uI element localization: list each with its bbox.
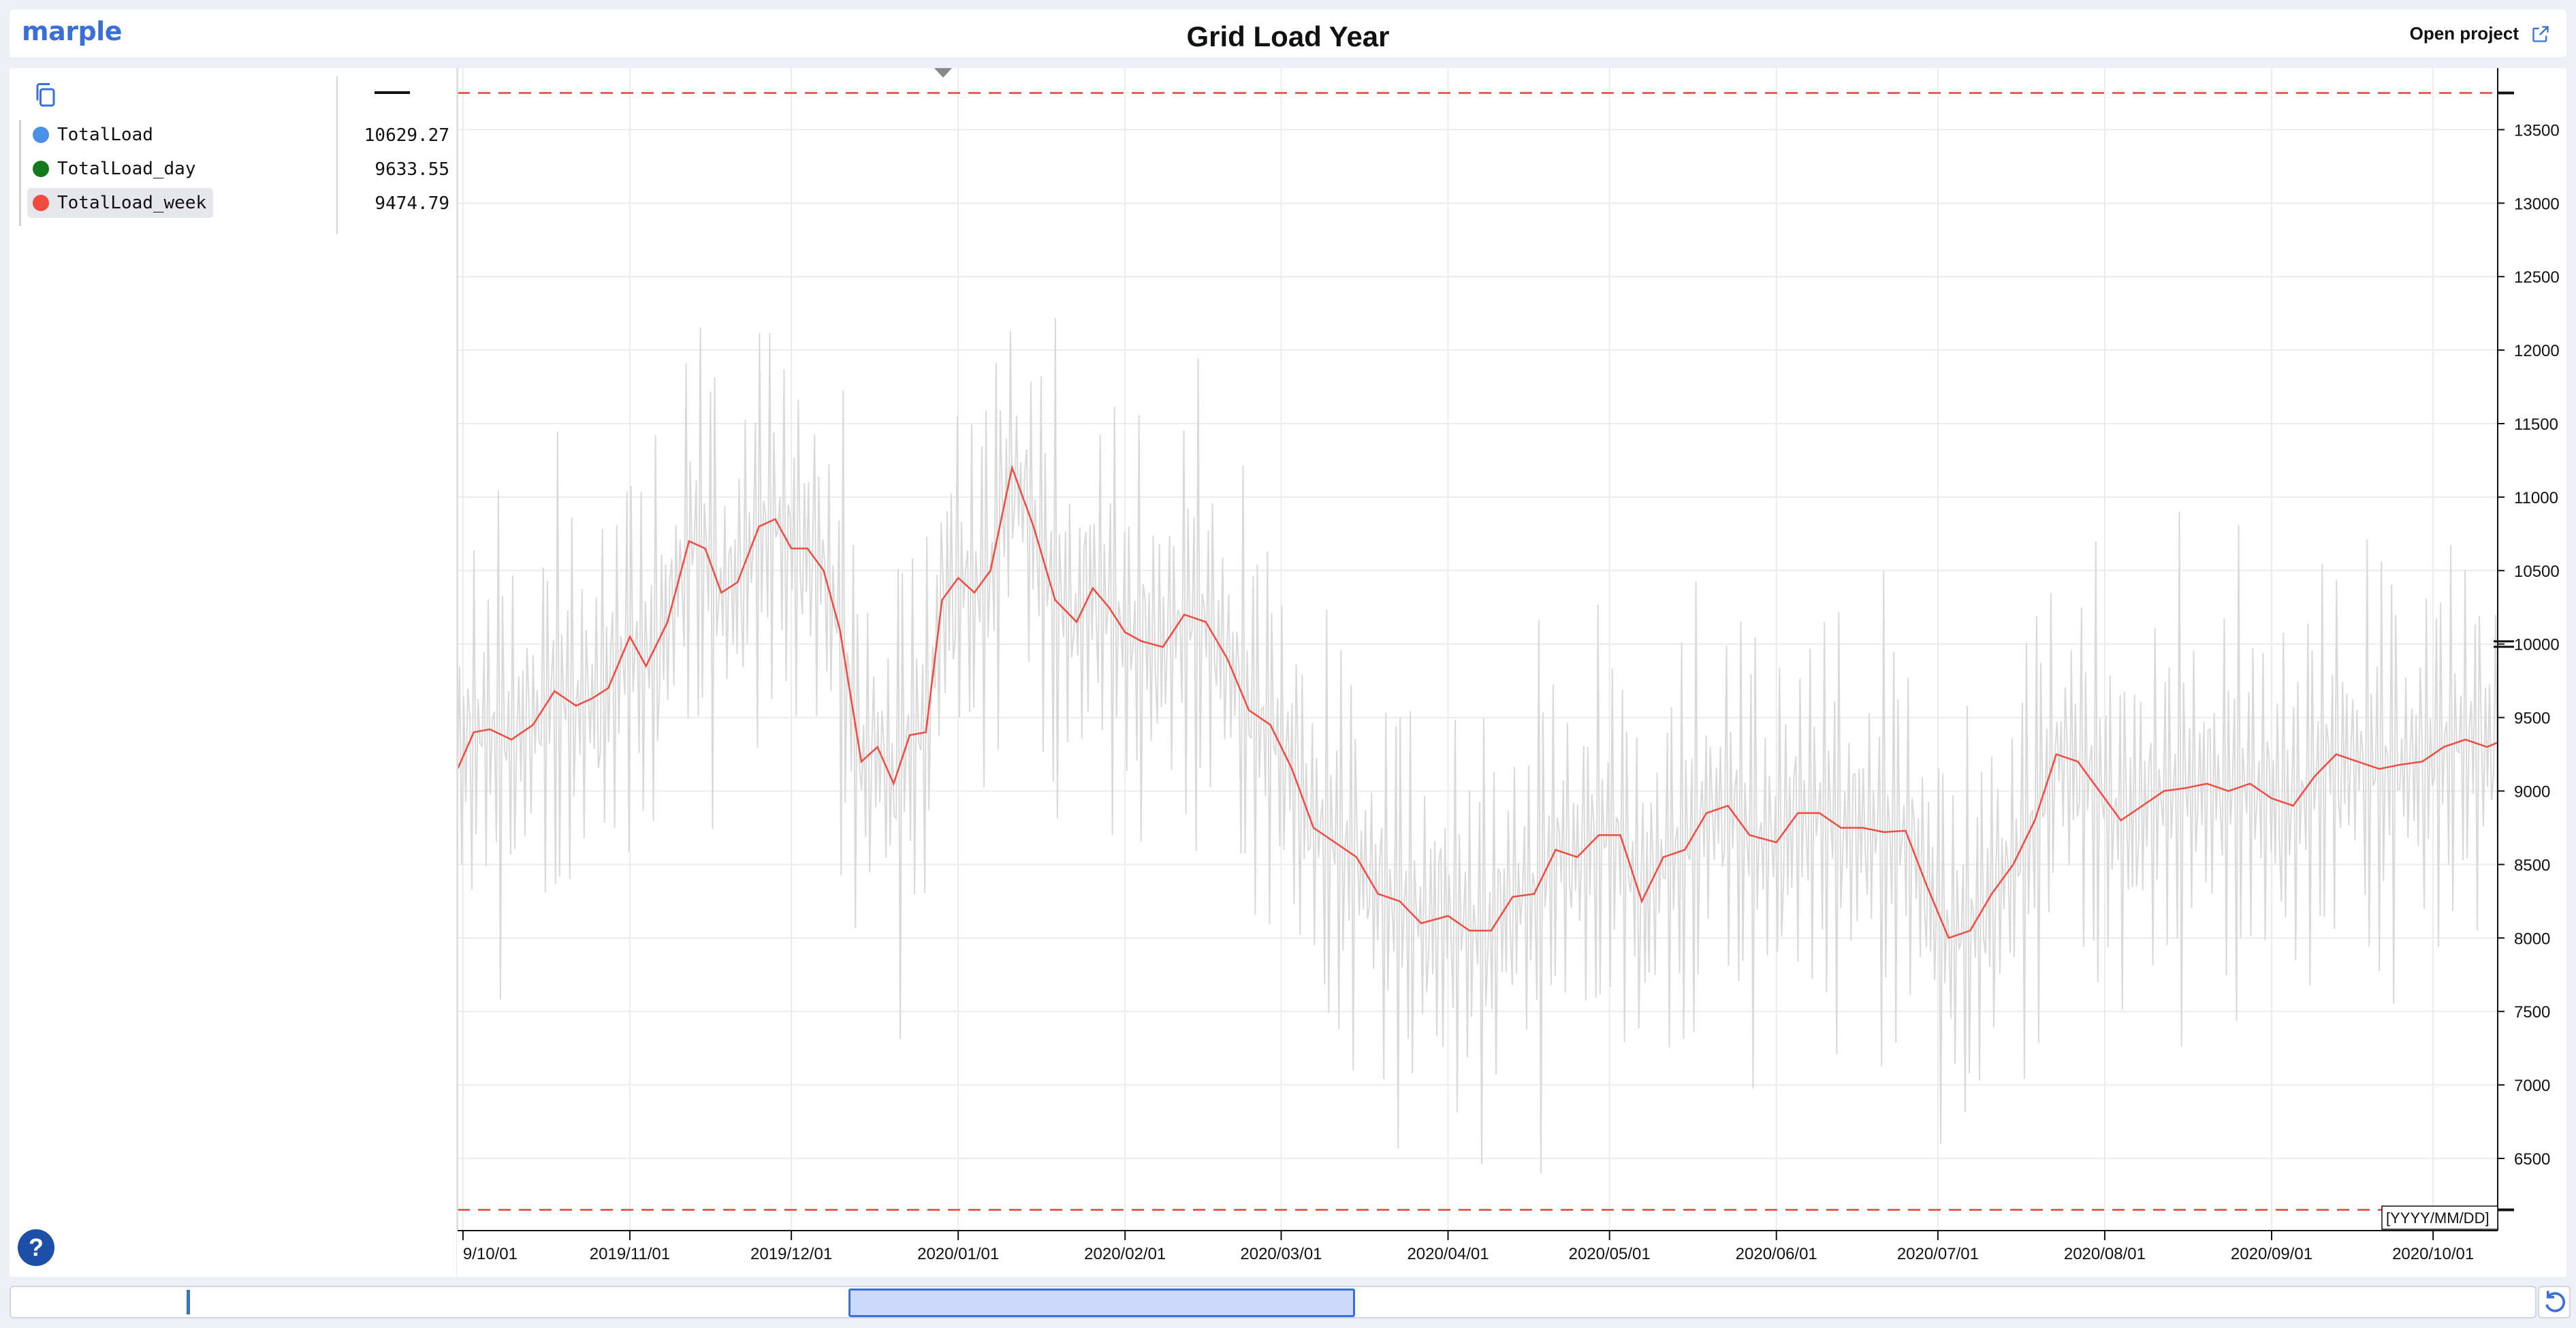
chart-area: 6500 7000 7500 8000 8500 9000 9500 10000 10500 11… [10, 68, 2566, 1277]
legend-item-pill[interactable]: TotalLoad_day [27, 154, 203, 184]
y-tick-label: 8000 [2514, 930, 2550, 948]
navigator-window[interactable] [848, 1289, 1355, 1317]
legend-item-value: 10629.27 [364, 125, 449, 146]
y-tick-label: 6500 [2514, 1150, 2550, 1169]
time-navigator[interactable] [10, 1286, 2537, 1318]
marple-logo[interactable]: marple [22, 16, 122, 46]
x-tick-label: 2020/02/01 [1084, 1245, 1166, 1263]
legend-item-totalload[interactable]: TotalLoad 10629.27 [27, 120, 460, 150]
legend-group-bar [19, 120, 21, 226]
app-header: marple Grid Load Year Open project [10, 10, 2566, 57]
series-color-dot [33, 161, 49, 177]
series-color-dot [33, 127, 49, 143]
x-tick-label: 2020/03/01 [1240, 1245, 1322, 1263]
open-project-button[interactable]: Open project [2410, 23, 2550, 44]
workspace-panel: TotalLoad 10629.27 TotalLoad_day 9633.55… [10, 68, 2566, 1277]
series-line-totalload-week[interactable] [456, 464, 2498, 939]
legend-item-pill[interactable]: TotalLoad [27, 120, 160, 150]
y-tick-label: 10500 [2514, 563, 2560, 581]
legend-item-totalload-day[interactable]: TotalLoad_day 9633.55 [27, 154, 460, 184]
y-tick-label: 7000 [2514, 1077, 2550, 1095]
y-tick-label: 12000 [2514, 342, 2560, 360]
series-line-totalload-raw [457, 317, 2498, 1173]
help-button[interactable]: ? [18, 1229, 54, 1266]
x-tick-label: 2019/12/01 [750, 1245, 832, 1263]
legend-item-label: TotalLoad_week [57, 193, 207, 213]
x-tick-label: 2020/04/01 [1407, 1245, 1489, 1263]
legend-item-value: 9633.55 [375, 159, 449, 180]
reset-icon [2545, 1291, 2565, 1312]
reset-zoom-button[interactable] [2538, 1286, 2571, 1318]
series-color-dot [33, 195, 49, 211]
external-link-icon [2532, 25, 2549, 42]
y-tick-label: 10000 [2514, 636, 2560, 654]
copy-icon[interactable] [33, 82, 58, 109]
x-tick-label: 2020/10/01 [2392, 1245, 2474, 1263]
legend-item-pill[interactable]: TotalLoad_week [27, 188, 214, 218]
open-project-label: Open project [2409, 23, 2519, 44]
x-tick-label: 2020/05/01 [1569, 1245, 1651, 1263]
y-tick-label: 9500 [2514, 710, 2550, 728]
x-tick-label: 9/10/01 [463, 1245, 518, 1263]
y-tick-label: 13500 [2514, 121, 2560, 140]
y-tick-label: 13000 [2514, 195, 2560, 213]
legend-divider [336, 76, 338, 234]
y-tick-label: 7500 [2514, 1003, 2550, 1022]
y-tick-label: 11500 [2514, 415, 2558, 434]
line-style-header [375, 91, 410, 94]
legend-item-totalload-week[interactable]: TotalLoad_week 9474.79 [27, 188, 460, 218]
x-tick-label: 2020/09/01 [2231, 1245, 2312, 1263]
cursor-marker-icon[interactable] [934, 68, 952, 78]
x-tick-label: 2020/06/01 [1736, 1245, 1817, 1263]
x-tick-label: 2019/11/01 [590, 1245, 670, 1263]
plot-svg[interactable]: 6500 7000 7500 8000 8500 9000 9500 10000 10500 11… [10, 68, 2566, 1277]
legend-item-label: TotalLoad [57, 125, 153, 145]
y-tick-label: 9000 [2514, 783, 2550, 802]
x-tick-label: 2020/01/01 [917, 1245, 999, 1263]
y-tick-label: 11000 [2514, 489, 2558, 507]
legend-item-value: 9474.79 [375, 193, 449, 214]
x-format-box [2381, 1205, 2498, 1230]
navigator-handle[interactable] [187, 1290, 190, 1314]
page-title: Grid Load Year [1186, 20, 1390, 52]
y-tick-label: 8500 [2514, 856, 2550, 874]
legend-item-label: TotalLoad_day [57, 159, 196, 179]
x-tick-label: 2020/07/01 [1897, 1245, 1979, 1263]
x-tick-label: 2020/08/01 [2064, 1245, 2146, 1263]
legend-panel: TotalLoad 10629.27 TotalLoad_day 9633.55… [10, 68, 457, 1277]
y-tick-label: 12500 [2514, 268, 2560, 287]
x-format-label: [YYYY/MM/DD] [2386, 1210, 2490, 1227]
